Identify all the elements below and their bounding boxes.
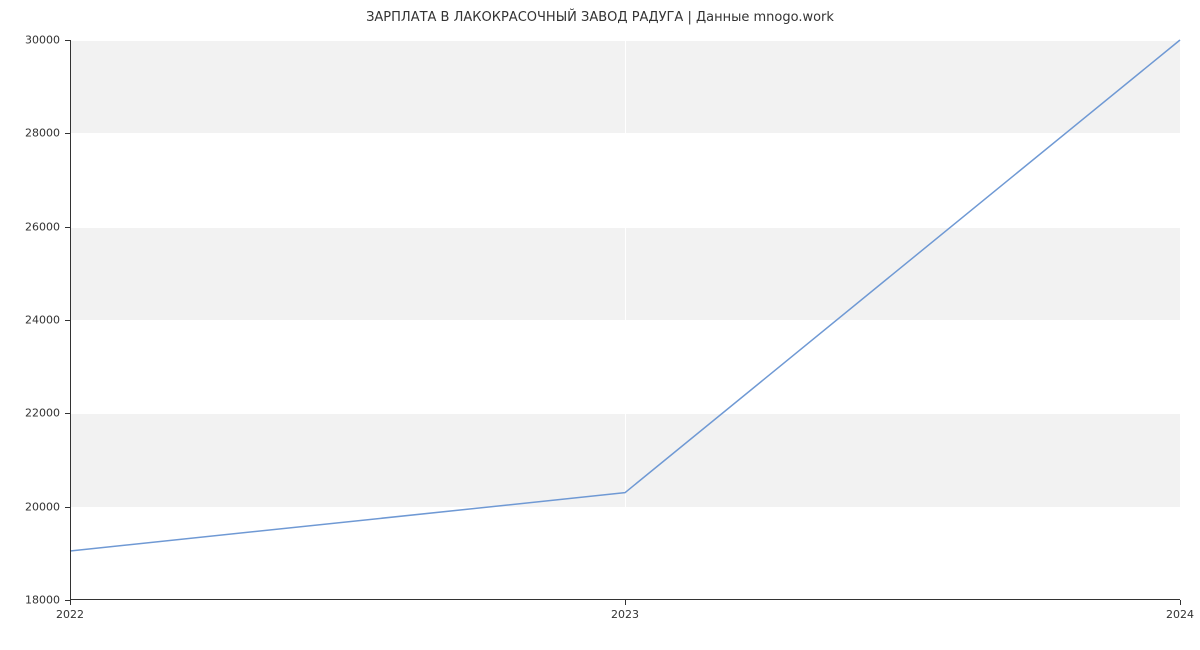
y-tick-label: 26000 bbox=[25, 220, 60, 233]
chart-title: ЗАРПЛАТА В ЛАКОКРАСОЧНЫЙ ЗАВОД РАДУГА | … bbox=[0, 10, 1200, 25]
y-tick-label: 28000 bbox=[25, 127, 60, 140]
x-tick-mark bbox=[70, 600, 71, 605]
y-tick-mark bbox=[65, 320, 70, 321]
x-tick-mark bbox=[1180, 600, 1181, 605]
plot-area bbox=[70, 40, 1180, 600]
vgrid bbox=[1180, 40, 1181, 600]
y-tick-mark bbox=[65, 133, 70, 134]
y-tick-mark bbox=[65, 227, 70, 228]
y-tick-mark bbox=[65, 413, 70, 414]
x-tick-label: 2023 bbox=[611, 608, 639, 621]
y-tick-mark bbox=[65, 507, 70, 508]
line-layer bbox=[70, 40, 1180, 600]
series-line-salary bbox=[70, 40, 1180, 551]
y-tick-mark bbox=[65, 40, 70, 41]
x-tick-label: 2022 bbox=[56, 608, 84, 621]
y-tick-label: 22000 bbox=[25, 407, 60, 420]
y-tick-label: 24000 bbox=[25, 314, 60, 327]
x-tick-mark bbox=[625, 600, 626, 605]
salary-chart: ЗАРПЛАТА В ЛАКОКРАСОЧНЫЙ ЗАВОД РАДУГА | … bbox=[0, 0, 1200, 650]
y-tick-label: 30000 bbox=[25, 34, 60, 47]
y-tick-label: 20000 bbox=[25, 500, 60, 513]
x-tick-label: 2024 bbox=[1166, 608, 1194, 621]
y-tick-label: 18000 bbox=[25, 594, 60, 607]
